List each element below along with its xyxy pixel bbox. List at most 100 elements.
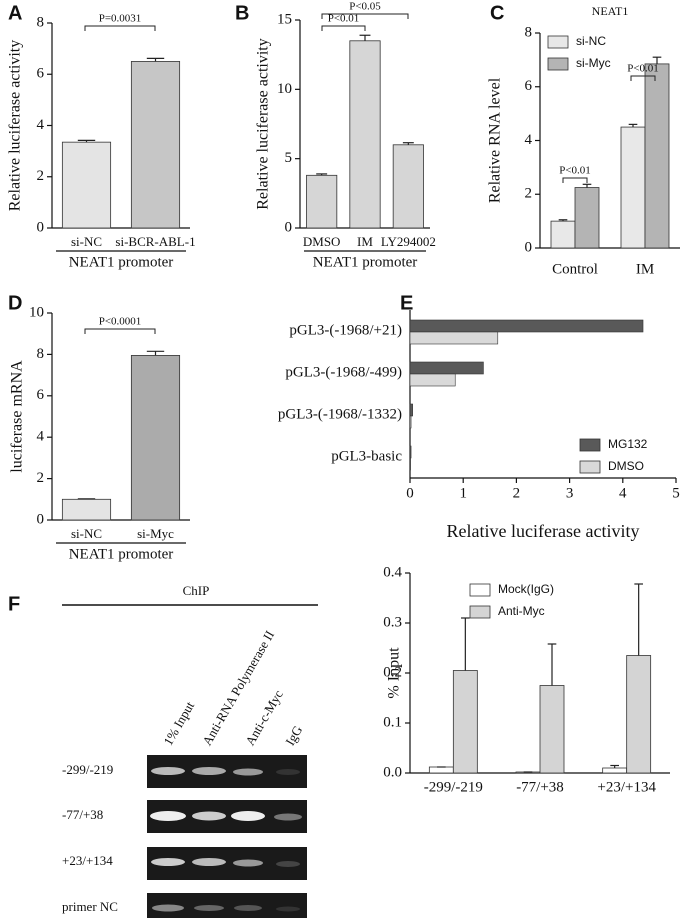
legend-swatch <box>469 605 491 619</box>
y-tick-label: 8 <box>37 346 45 362</box>
legend-label: si-NC <box>576 34 606 48</box>
bar <box>626 655 652 774</box>
legend-label: si-Myc <box>576 56 611 70</box>
y-tick-label: pGL3-basic <box>331 448 402 464</box>
legend-label: Anti-Myc <box>498 604 545 618</box>
significance-label: P=0.0031 <box>99 13 142 25</box>
bar <box>130 355 181 521</box>
x-tick-label: Control <box>552 261 598 277</box>
bar <box>409 319 644 333</box>
lane-label: Anti-c-Myc <box>242 687 286 748</box>
y-tick-label: 0 <box>525 239 533 255</box>
gel-image <box>147 755 307 918</box>
group-label: NEAT1 promoter <box>313 254 418 270</box>
x-tick-label: +23/+134 <box>597 779 656 795</box>
gel-title: ChIP <box>183 583 210 598</box>
panel-label: C <box>490 2 504 24</box>
bar <box>574 187 600 249</box>
y-tick-label: pGL3-(-1968/-1332) <box>278 406 402 422</box>
group-label: NEAT1 promoter <box>69 546 174 562</box>
y-tick-label: 0.2 <box>383 664 402 680</box>
y-tick-label: 0 <box>285 219 293 235</box>
bar <box>409 403 413 417</box>
y-tick-label: 6 <box>37 387 45 403</box>
legend-swatch <box>547 57 569 71</box>
bar <box>306 174 338 229</box>
significance-bracket <box>321 25 366 31</box>
bar <box>409 457 411 471</box>
significance-label: P<0.01 <box>559 165 591 177</box>
legend-swatch <box>469 583 491 597</box>
x-tick-label: IM <box>357 234 373 249</box>
y-tick-label: 4 <box>37 429 45 445</box>
x-tick-label: LY294002 <box>381 234 436 249</box>
y-tick-label: 4 <box>525 132 533 148</box>
y-tick-label: 0.3 <box>383 614 402 630</box>
significance-bracket <box>84 25 156 31</box>
legend-swatch <box>547 35 569 49</box>
y-axis-label: luciferase mRNA <box>9 360 26 473</box>
bar <box>61 141 112 229</box>
panel-label: F <box>8 593 20 615</box>
legend-swatch <box>579 460 601 474</box>
x-tick-label: -299/-219 <box>424 779 483 795</box>
panel-label: E <box>400 292 413 314</box>
bar <box>409 361 484 375</box>
lane-label: 1% Input <box>160 699 197 748</box>
x-tick-label: 4 <box>619 485 627 501</box>
y-tick-label: 10 <box>29 304 44 320</box>
y-tick-label: 10 <box>277 81 292 97</box>
bar <box>409 445 412 459</box>
y-axis-label: % Input <box>386 647 403 699</box>
group-label: NEAT1 promoter <box>69 254 174 270</box>
x-tick-label: si-Myc <box>137 526 174 541</box>
x-tick-label: 2 <box>513 485 521 501</box>
x-axis-label: Relative luciferase activity <box>447 521 640 541</box>
significance-bracket <box>630 75 656 81</box>
panel-label: B <box>235 2 249 24</box>
x-tick-label: 1 <box>459 485 467 501</box>
legend-label: Mock(IgG) <box>498 582 554 596</box>
x-tick-label: si-NC <box>71 234 102 249</box>
x-tick-label: 5 <box>672 485 680 501</box>
x-tick-label: 3 <box>566 485 574 501</box>
x-tick-label: si-NC <box>71 526 102 541</box>
x-tick-label: -77/+38 <box>516 779 564 795</box>
chart-title: NEAT1 <box>592 4 629 18</box>
bar <box>452 670 478 774</box>
y-tick-label: 0.0 <box>383 764 402 780</box>
bar <box>409 331 499 345</box>
gel-row-label: primer NC <box>62 899 118 914</box>
y-axis-label: Relative luciferase activity <box>7 40 24 211</box>
significance-label: P<0.05 <box>349 1 381 13</box>
y-tick-label: 2 <box>37 470 45 486</box>
significance-bracket <box>321 13 409 19</box>
y-tick-label: 5 <box>285 150 293 166</box>
y-tick-label: 0.1 <box>383 714 402 730</box>
y-axis-label: Relative RNA level <box>487 77 504 203</box>
significance-label: P<0.01 <box>328 13 360 25</box>
y-tick-label: 0.4 <box>383 564 402 580</box>
y-tick-label: 4 <box>37 117 45 133</box>
significance-label: P<0.0001 <box>99 316 142 328</box>
bar <box>130 61 181 229</box>
bar <box>409 415 412 429</box>
y-tick-label: 2 <box>37 168 45 184</box>
bar <box>349 40 381 229</box>
bar <box>620 126 646 249</box>
y-tick-label: 8 <box>37 14 45 30</box>
x-tick-label: 0 <box>406 485 414 501</box>
x-tick-label: IM <box>636 261 654 277</box>
x-tick-label: si-BCR-ABL-1 <box>115 234 195 249</box>
legend-label: MG132 <box>608 437 648 451</box>
gel-row-label: -299/-219 <box>62 762 113 777</box>
gel-row-label: +23/+134 <box>62 853 113 868</box>
y-tick-label: 2 <box>525 186 533 202</box>
y-tick-label: 0 <box>37 511 45 527</box>
y-tick-label: 6 <box>37 66 45 82</box>
y-axis-label: Relative luciferase activity <box>255 38 272 209</box>
panel-label: D <box>8 292 22 314</box>
y-tick-label: 15 <box>277 11 292 27</box>
significance-bracket <box>562 177 588 183</box>
